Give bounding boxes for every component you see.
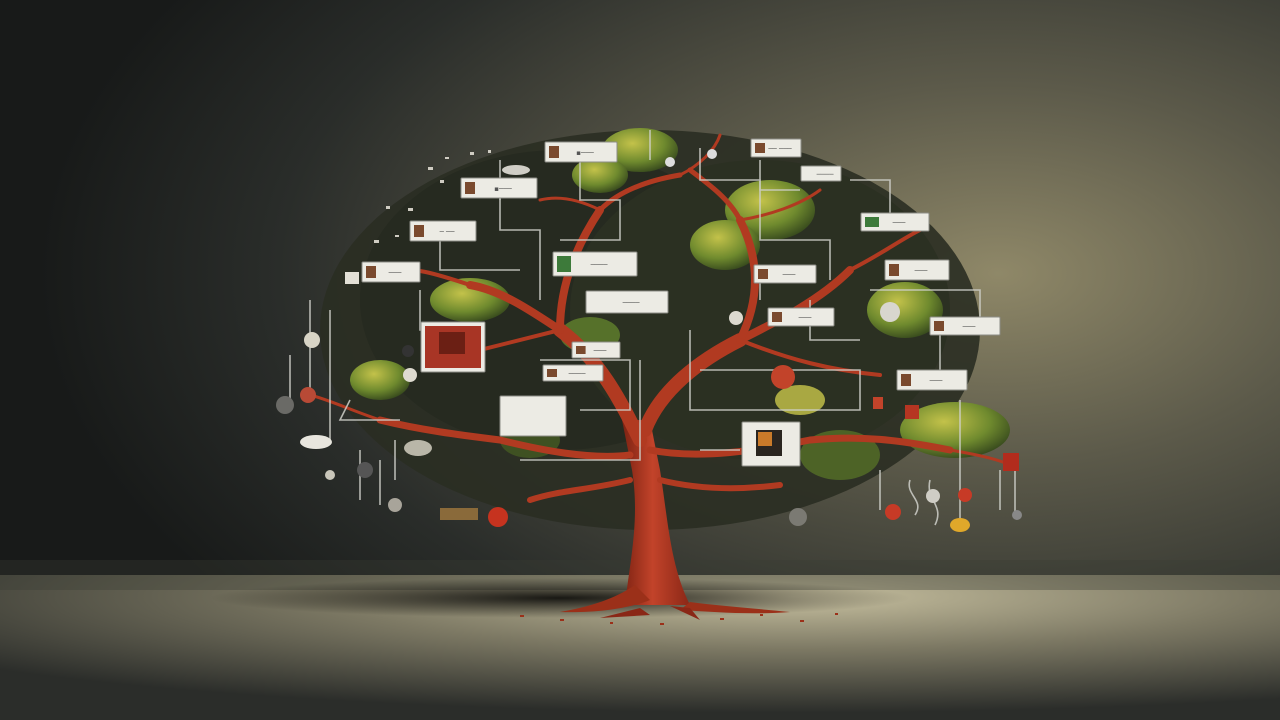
card-text: ──── [590, 261, 609, 269]
ornaments [276, 149, 1022, 532]
trunk [560, 420, 790, 620]
wire-network [289, 130, 1016, 526]
card-layer: ▪───▪──── ─────────────── ──────────────… [361, 138, 1001, 467]
card-text: ▪─── [494, 185, 512, 193]
card-text: ──── [568, 370, 587, 378]
hanging-card: ─── [860, 212, 930, 232]
hanging-card: ─── [571, 341, 621, 359]
hanging-card [741, 421, 801, 467]
hanging-card: ─── [929, 316, 1001, 336]
hanging-card: ─── [753, 264, 817, 284]
card-text: ─── [388, 269, 402, 277]
hanging-card: ──── [800, 165, 842, 182]
hanging-card [499, 395, 567, 437]
foliage [350, 128, 1010, 480]
hanging-card: ─── [361, 261, 421, 283]
card-text: ─── [593, 347, 607, 355]
hanging-card: ─── [896, 369, 968, 391]
hanging-card: ─── [884, 259, 950, 281]
hanging-card: ─ ── [409, 220, 477, 242]
hanging-card: ──── [552, 251, 638, 277]
card-text: ─── [798, 314, 812, 322]
card-text: ── ─── [767, 145, 792, 153]
hanging-card [420, 321, 486, 373]
hanging-card: ▪─── [460, 177, 538, 199]
hanging-card: ──── [542, 364, 604, 382]
card-text: ▪─── [576, 149, 594, 157]
card-text: ──── [622, 299, 641, 307]
hanging-card: ── ─── [750, 138, 802, 158]
card-text: ──── [816, 171, 835, 179]
hanging-card: ─── [767, 307, 835, 327]
card-text: ─── [962, 323, 976, 331]
card-text: ─── [929, 377, 943, 385]
fallen-leaves [520, 613, 838, 625]
card-text: ─── [892, 219, 906, 227]
hanging-card: ▪─── [544, 141, 618, 163]
card-text: ─ ── [439, 228, 456, 236]
card-text: ─── [782, 271, 796, 279]
hanging-card: ──── [585, 290, 669, 314]
card-text: ─── [914, 267, 928, 275]
